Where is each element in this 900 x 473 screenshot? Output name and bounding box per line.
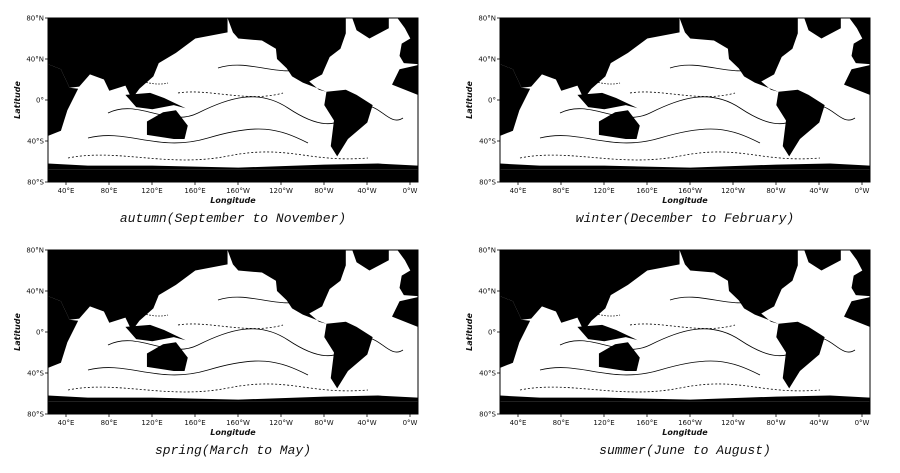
y-tick-label: 0° [488,329,496,337]
y-axis-label: Latitude [13,81,22,119]
map-panel: 40°E 80°E 120°E 160°E 160°W 120°W 80°W 40°W 0°W 8… [465,15,871,226]
x-tick-label: 120°E [141,419,162,427]
x-tick-label: 40°W [357,419,376,427]
y-tick-label: 40°S [27,370,44,378]
x-tick-label: 0°W [403,187,418,195]
y-tick-label: 80°N [26,247,44,255]
y-tick-label: 80°N [26,15,44,23]
x-tick-label: 120°E [141,187,162,195]
map [48,250,418,414]
x-tick-label: 120°W [269,419,293,427]
y-axis-label: Latitude [13,313,22,351]
y-tick-label: 0° [488,97,496,105]
map-panel: 40°E 80°E 120°E 160°E 160°W 120°W 80°W 40°W 0°W 8… [13,15,419,226]
y-tick-label: 0° [36,97,44,105]
y-axis-label: Latitude [465,81,474,119]
y-tick-label: 80°S [27,179,44,187]
x-axis-label: Longitude [662,196,708,205]
x-tick-label: 160°E [184,419,205,427]
x-tick-label: 120°E [593,419,614,427]
y-tick-label: 0° [36,329,44,337]
x-tick-label: 160°W [678,419,702,427]
y-tick-label: 40°N [478,56,496,64]
x-tick-label: 120°W [721,187,745,195]
x-tick-label: 80°E [101,419,118,427]
x-axis-label: Longitude [210,196,256,205]
map-panel: 40°E 80°E 120°E 160°E 160°W 120°W 80°W 40°W 0°W 8… [13,247,419,458]
x-tick-label: 80°E [101,187,118,195]
x-tick-label: 40°E [510,187,527,195]
map [500,250,870,414]
x-tick-label: 120°W [269,187,293,195]
x-tick-label: 0°W [855,419,870,427]
x-tick-label: 80°W [766,419,785,427]
y-tick-label: 80°S [27,411,44,419]
y-tick-label: 40°N [26,288,44,296]
x-tick-label: 80°W [766,187,785,195]
y-tick-label: 80°S [479,411,496,419]
x-tick-label: 80°E [553,187,570,195]
x-axis-label: Longitude [210,428,256,437]
y-tick-label: 40°N [478,288,496,296]
y-tick-label: 40°S [27,138,44,146]
x-tick-label: 120°E [593,187,614,195]
x-tick-label: 40°E [510,419,527,427]
x-tick-label: 120°W [721,419,745,427]
y-tick-label: 80°S [479,179,496,187]
x-tick-label: 80°W [314,419,333,427]
y-tick-label: 80°N [478,15,496,23]
y-tick-label: 40°N [26,56,44,64]
panel-caption: winter(December to February) [576,211,794,226]
y-tick-label: 40°S [479,370,496,378]
x-tick-label: 160°W [678,187,702,195]
panel-caption: autumn(September to November) [120,211,346,226]
panel-caption: spring(March to May) [155,443,311,458]
map-panel: 40°E 80°E 120°E 160°E 160°W 120°W 80°W 40°W 0°W 8… [465,247,871,458]
x-tick-label: 160°E [184,187,205,195]
y-axis-label: Latitude [465,313,474,351]
map [500,18,870,182]
x-tick-label: 40°W [809,419,828,427]
map [48,18,418,182]
y-tick-label: 80°N [478,247,496,255]
x-tick-label: 160°E [636,187,657,195]
x-tick-label: 160°W [226,419,250,427]
x-axis-label: Longitude [662,428,708,437]
x-tick-label: 0°W [855,187,870,195]
x-tick-label: 160°E [636,419,657,427]
x-tick-label: 40°E [58,419,75,427]
x-tick-label: 80°W [314,187,333,195]
x-tick-label: 40°W [809,187,828,195]
panel-caption: summer(June to August) [599,443,771,458]
x-tick-label: 0°W [403,419,418,427]
x-tick-label: 40°E [58,187,75,195]
x-tick-label: 40°W [357,187,376,195]
x-tick-label: 80°E [553,419,570,427]
y-tick-label: 40°S [479,138,496,146]
x-tick-label: 160°W [226,187,250,195]
